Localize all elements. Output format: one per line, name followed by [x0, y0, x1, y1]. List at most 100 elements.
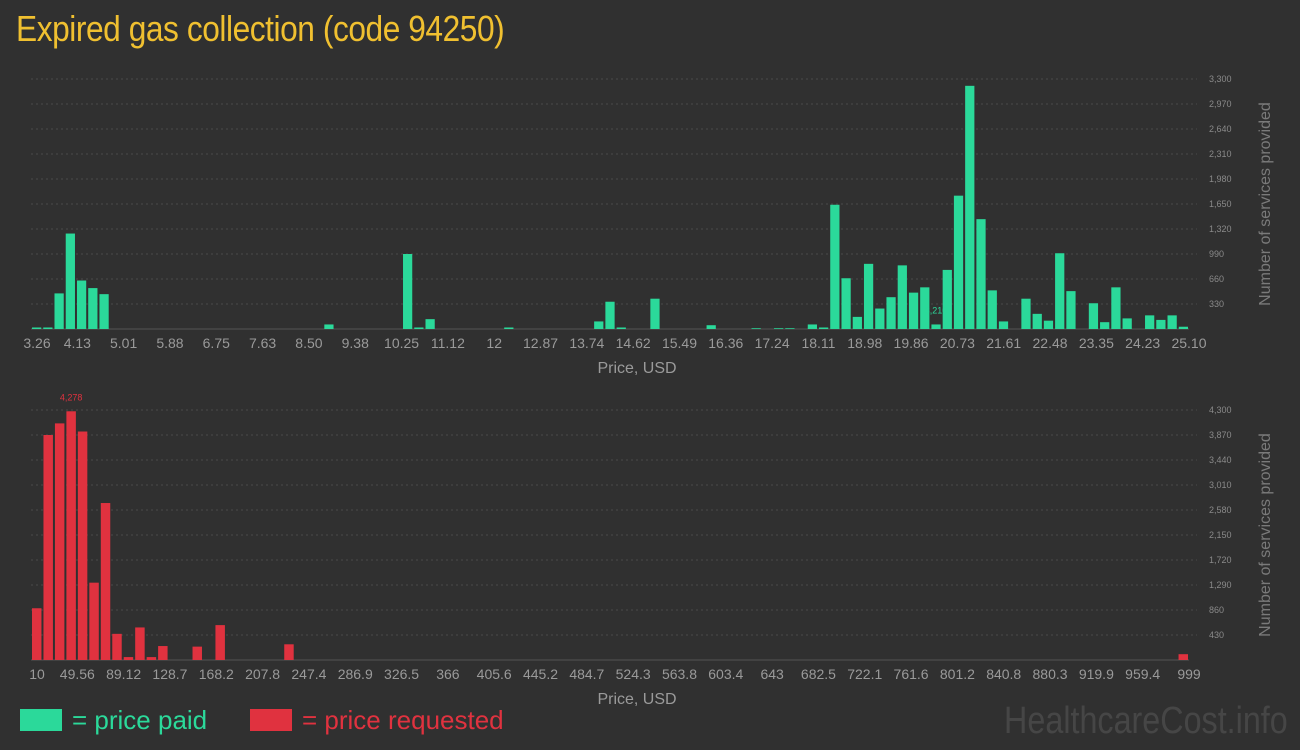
paid-x-tick-label: 16.36	[708, 335, 743, 351]
paid-max-value-label: 3,210	[925, 305, 948, 315]
legend-price-requested: = price requested	[250, 705, 504, 735]
requested-bar	[123, 657, 134, 660]
requested-y-tick-label: 2,580	[1209, 505, 1232, 515]
paid-x-tick-label: 22.48	[1033, 335, 1068, 351]
paid-bar	[1122, 318, 1132, 329]
paid-bar	[32, 327, 42, 329]
paid-bar	[942, 269, 952, 329]
requested-y-tick-label: 3,440	[1209, 455, 1232, 465]
paid-bar	[324, 324, 334, 329]
paid-bar	[605, 301, 615, 329]
requested-y-tick-label: 860	[1209, 605, 1224, 615]
paid-bar	[1088, 303, 1099, 329]
requested-x-tick-label: 959.4	[1125, 666, 1160, 682]
requested-bar	[192, 646, 202, 660]
paid-bar	[987, 290, 997, 329]
requested-x-tick-label: 366	[436, 666, 460, 682]
requested-x-tick-label: 286.9	[338, 666, 373, 682]
paid-bar	[414, 327, 424, 329]
requested-y-tick-label: 3,870	[1209, 430, 1232, 440]
requested-bar	[135, 627, 145, 660]
requested-bar	[112, 633, 122, 660]
requested-bar	[43, 435, 53, 660]
requested-x-tick-label: 445.2	[523, 666, 558, 682]
paid-bar	[65, 233, 75, 329]
paid-x-tick-label: 12.87	[523, 335, 558, 351]
requested-x-tick-label: 405.6	[477, 666, 512, 682]
requested-x-tick-label: 643	[760, 666, 784, 682]
paid-x-tick-label: 7.63	[249, 335, 276, 351]
requested-bar	[66, 411, 76, 660]
paid-bar	[852, 316, 862, 329]
paid-bar	[88, 288, 98, 329]
requested-bar	[158, 646, 168, 660]
paid-bar	[841, 278, 851, 329]
paid-bar	[1145, 315, 1155, 329]
paid-y-tick-label: 1,320	[1209, 224, 1232, 234]
paid-bar	[774, 328, 784, 329]
requested-x-tick-label: 168.2	[199, 666, 234, 682]
paid-y-tick-label: 1,650	[1209, 199, 1232, 209]
paid-x-tick-label: 25.10	[1171, 335, 1206, 351]
paid-bar	[953, 195, 964, 329]
requested-x-tick-label: 247.4	[291, 666, 326, 682]
requested-bar	[146, 657, 157, 660]
paid-x-tick-label: 21.61	[986, 335, 1021, 351]
requested-y-tick-label: 4,300	[1209, 405, 1232, 415]
requested-max-value-label: 4,278	[60, 392, 83, 402]
paid-bar	[425, 319, 435, 329]
paid-x-tick-label: 12	[486, 335, 502, 351]
requested-y-tick-label: 3,010	[1209, 480, 1232, 490]
paid-bar	[1043, 320, 1054, 329]
requested-x-tick-label: 801.2	[940, 666, 975, 682]
requested-x-tick-label: 128.7	[152, 666, 187, 682]
requested-bar	[77, 431, 88, 660]
legend-label-paid: = price paid	[72, 704, 208, 735]
requested-y-tick-label: 1,720	[1209, 555, 1232, 565]
requested-x-tick-label: 682.5	[801, 666, 836, 682]
paid-bar	[931, 324, 941, 329]
paid-bar	[897, 265, 907, 329]
requested-x-tick-label: 761.6	[894, 666, 929, 682]
paid-bar	[99, 294, 109, 329]
paid-histogram-chart: 330 660 990 1,320 1,650 1,980 2,310 2,640 2,970 3…	[23, 74, 1274, 377]
paid-x-tick-label: 14.62	[616, 335, 651, 351]
paid-bar	[616, 327, 626, 329]
paid-bar	[785, 328, 795, 329]
paid-bar	[706, 325, 716, 329]
paid-bar	[863, 263, 874, 329]
paid-x-tick-label: 8.50	[295, 335, 322, 351]
requested-x-axis-label: Price, USD	[597, 691, 676, 708]
requested-x-tick-label: 10	[29, 666, 45, 682]
requested-y-axis-label: Number of services provided	[1257, 433, 1274, 637]
paid-y-tick-label: 1,980	[1209, 174, 1232, 184]
requested-x-tick-label: 880.3	[1033, 666, 1068, 682]
paid-x-tick-label: 15.49	[662, 335, 697, 351]
requested-x-tick-label: 840.8	[986, 666, 1021, 682]
page-title: Expired gas collection (code 94250)	[16, 8, 505, 49]
paid-bar	[504, 327, 514, 329]
paid-y-tick-label: 2,640	[1209, 124, 1232, 134]
paid-bar	[1111, 287, 1121, 329]
requested-y-tick-label: 1,290	[1209, 580, 1232, 590]
paid-y-tick-label: 3,300	[1209, 74, 1232, 84]
paid-bar	[807, 324, 817, 329]
requested-bar	[32, 608, 42, 660]
site-watermark: HealthcareCost.info	[1004, 700, 1288, 742]
paid-x-axis-label: Price, USD	[597, 360, 676, 377]
paid-x-tick-label: 9.38	[342, 335, 369, 351]
paid-bar	[875, 308, 885, 329]
paid-bar	[1178, 326, 1188, 329]
requested-x-tick-label: 919.9	[1079, 666, 1114, 682]
paid-x-tick-label: 6.75	[203, 335, 230, 351]
paid-bar	[594, 321, 604, 329]
legend-label-requested: = price requested	[302, 704, 504, 735]
paid-x-tick-label: 24.23	[1125, 335, 1160, 351]
requested-y-tick-label: 2,150	[1209, 530, 1232, 540]
requested-x-tick-label: 524.3	[616, 666, 651, 682]
paid-y-tick-label: 990	[1209, 249, 1224, 259]
paid-bar	[54, 293, 64, 329]
paid-bar	[650, 298, 660, 329]
legend-swatch-paid	[20, 709, 62, 731]
paid-bar	[1167, 315, 1177, 329]
